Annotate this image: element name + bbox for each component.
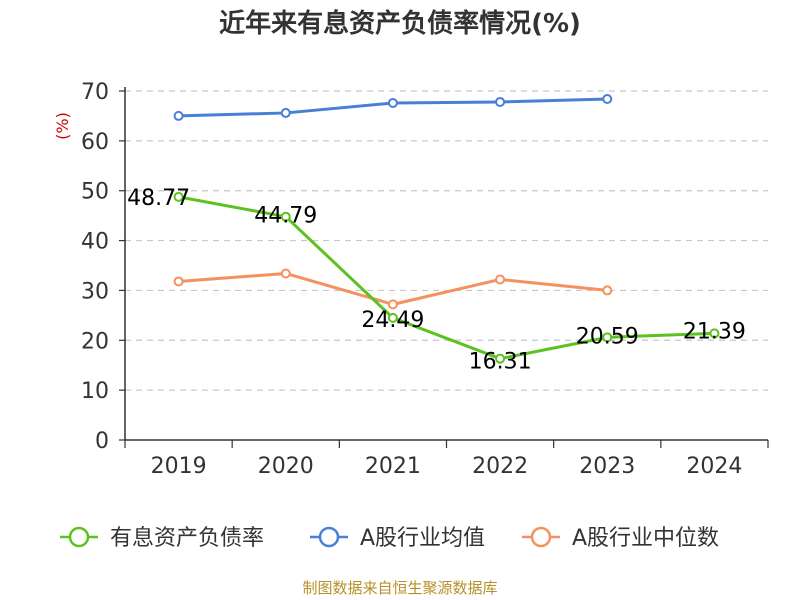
chart-title: 近年来有息资产负债率情况(%) — [219, 8, 581, 39]
legend-label: A股行业均值 — [360, 526, 485, 551]
series-lines — [173, 93, 720, 364]
y-tick-label: 20 — [81, 329, 109, 354]
data-point — [173, 276, 184, 287]
x-tick-label: 2023 — [579, 454, 635, 479]
data-point — [495, 96, 506, 107]
legend: 有息资产负债率 A股行业均值 A股行业中位数 — [60, 526, 719, 551]
data-point — [602, 332, 613, 343]
data-point — [173, 191, 184, 202]
data-labels: 48.77 44.79 24.49 16.31 20.59 21.39 — [127, 186, 746, 375]
source-note: 制图数据来自恒生聚源数据库 — [302, 579, 497, 597]
data-point — [173, 110, 184, 121]
data-point — [495, 353, 506, 364]
x-tick-label: 2024 — [686, 454, 742, 479]
data-point — [280, 268, 291, 279]
grid-lines — [125, 90, 768, 391]
data-label: 16.31 — [469, 350, 532, 375]
y-tick-label: 60 — [81, 130, 109, 155]
legend-marker — [318, 526, 340, 548]
data-point — [280, 107, 291, 118]
y-axis-label: (%) — [53, 112, 72, 140]
y-tick-label: 40 — [81, 230, 109, 255]
legend-marker — [530, 526, 552, 548]
data-label: 48.77 — [127, 186, 190, 211]
x-tick-label: 2022 — [472, 454, 528, 479]
data-point — [280, 211, 291, 222]
x-tick-label: 2019 — [151, 454, 207, 479]
legend-label: 有息资产负债率 — [110, 526, 264, 551]
data-point — [387, 97, 398, 108]
y-tick-label: 10 — [81, 379, 109, 404]
legend-marker — [68, 526, 90, 548]
y-tick-label: 0 — [95, 429, 109, 454]
data-point — [602, 93, 613, 104]
x-tick-label: 2020 — [258, 454, 314, 479]
x-tick-label: 2021 — [365, 454, 421, 479]
axes: 0 10 20 30 40 50 60 70 2019 2020 2021 2022 2023 2024 — [81, 80, 769, 479]
data-label: 24.49 — [361, 308, 424, 333]
data-label: 44.79 — [254, 204, 317, 229]
data-label: 21.39 — [683, 319, 746, 344]
data-point — [709, 328, 720, 339]
series-line — [178, 195, 715, 361]
data-point — [387, 299, 398, 310]
y-tick-label: 30 — [81, 279, 109, 304]
data-point — [387, 312, 398, 323]
y-tick-label: 50 — [81, 180, 109, 205]
y-tick-label: 70 — [81, 80, 109, 105]
data-point — [602, 285, 613, 296]
data-label: 20.59 — [576, 324, 639, 349]
data-point — [495, 274, 506, 285]
legend-label: A股行业中位数 — [572, 526, 719, 551]
